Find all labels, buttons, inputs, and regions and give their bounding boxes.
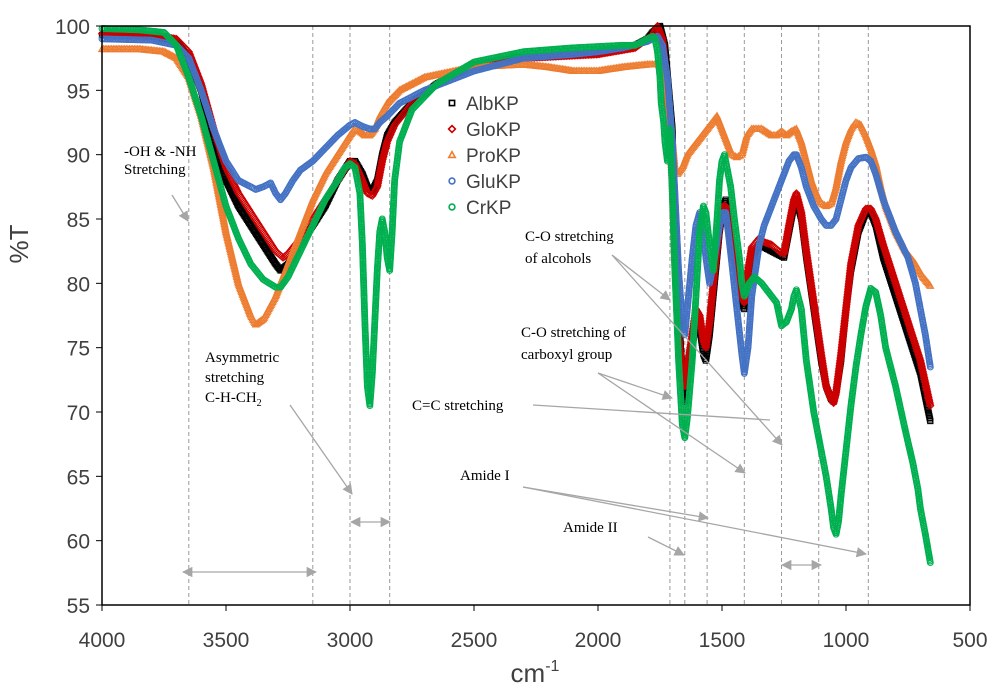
- data-point-glokp: [359, 179, 368, 188]
- data-point-glokp: [921, 381, 931, 390]
- data-point-glokp: [919, 371, 928, 381]
- data-point-glokp: [366, 190, 375, 200]
- data-point-glokp: [917, 362, 926, 371]
- data-point-glokp: [863, 204, 872, 213]
- data-point-glokp: [916, 359, 926, 368]
- data-point-glokp: [361, 184, 370, 194]
- data-point-glokp: [821, 380, 831, 389]
- data-point-glokp: [823, 384, 832, 394]
- data-point-glokp: [917, 364, 927, 373]
- data-point-glokp: [926, 401, 935, 410]
- data-point-glokp: [877, 234, 886, 243]
- data-point-glokp: [654, 24, 663, 34]
- data-point-glokp: [825, 390, 834, 400]
- data-point-glokp: [918, 367, 927, 376]
- data-point-glokp: [871, 214, 880, 224]
- data-point-glokp: [923, 388, 932, 398]
- data-point-glokp: [918, 365, 927, 375]
- data-point-glokp: [922, 384, 931, 393]
- data-point-glokp: [875, 228, 884, 237]
- data-point-glokp: [878, 237, 887, 246]
- data-point-glokp: [917, 361, 926, 370]
- data-point-glokp: [921, 378, 930, 387]
- series-layer: [97, 21, 935, 566]
- data-point-glokp: [875, 226, 884, 236]
- data-point-glokp: [925, 399, 935, 409]
- data-point-albkp: [927, 417, 934, 425]
- data-point-glokp: [872, 217, 881, 227]
- data-point-glokp: [920, 374, 929, 384]
- data-point-glokp: [821, 378, 830, 388]
- data-point-glokp: [918, 368, 928, 378]
- data-point-glokp: [873, 220, 882, 230]
- data-point-glokp: [359, 180, 369, 189]
- data-point-glokp: [922, 382, 931, 392]
- data-point-glokp: [915, 354, 925, 364]
- data-point-glokp: [924, 395, 934, 404]
- data-point-glokp: [915, 353, 924, 362]
- data-point-glokp: [916, 357, 925, 367]
- data-point-glokp: [921, 379, 930, 389]
- data-point-glokp: [872, 216, 881, 225]
- data-point-glokp: [796, 205, 805, 214]
- data-point-glokp: [876, 231, 885, 240]
- data-point-glokp: [653, 21, 662, 31]
- data-point-glokp: [916, 356, 925, 365]
- data-point-glokp: [925, 396, 934, 406]
- data-point-glokp: [925, 398, 934, 407]
- data-point-glokp: [923, 390, 933, 399]
- data-point-glokp: [920, 376, 930, 385]
- data-point-glokp: [823, 386, 832, 395]
- data-point-glokp: [824, 387, 833, 397]
- data-point-glokp: [360, 183, 370, 192]
- data-point-glokp: [360, 181, 369, 191]
- data-point-glokp: [877, 236, 887, 245]
- data-point-glokp: [924, 393, 933, 402]
- data-point-glokp: [922, 385, 932, 395]
- data-point-glokp: [874, 225, 884, 234]
- data-point-prokp: [257, 315, 267, 324]
- data-point-glokp: [873, 222, 883, 231]
- data-point-glokp: [919, 373, 929, 382]
- data-point-glokp: [822, 383, 831, 392]
- data-point-glokp: [923, 387, 932, 396]
- data-point-glokp: [876, 232, 886, 242]
- data-point-glokp: [924, 392, 933, 401]
- data-point-glokp: [919, 370, 928, 379]
- data-point-glokp: [874, 223, 883, 233]
- data-point-glokp: [875, 229, 885, 239]
- data-point-glokp: [824, 389, 834, 398]
- data-point-glokp: [872, 219, 882, 228]
- data-point-glokp: [821, 382, 831, 391]
